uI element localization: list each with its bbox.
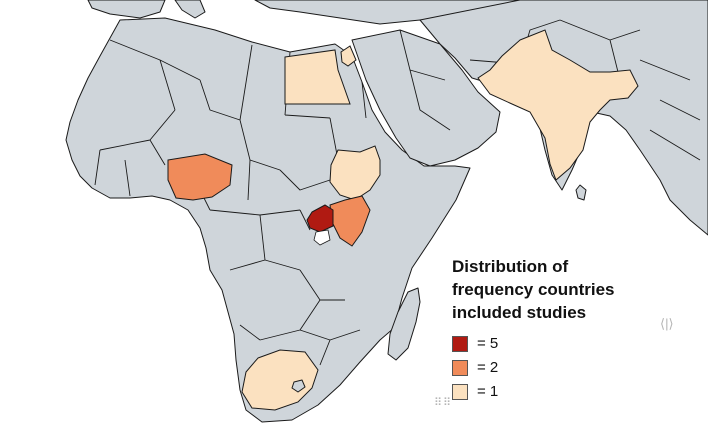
legend-item-2: = 2 [452,358,702,380]
resize-handle-icon[interactable]: ⟨|⟩ [660,316,674,331]
country-egypt [284,49,351,105]
country-lesotho [291,379,306,393]
legend-title-line-1: Distribution of [452,257,569,276]
country-india [477,29,639,181]
country-nigeria [167,153,233,201]
country-ethiopia [329,145,381,201]
legend-swatch-1 [452,384,468,400]
legend: Distribution of frequency countries incl… [452,255,702,404]
country-kenya [329,195,371,247]
legend-label-2: = 2 [477,359,499,376]
legend-title-line-3: included studies [452,303,587,322]
resize-grip-icon[interactable]: ⠿⠿ [434,397,453,409]
landmass-sri-lanka [575,184,587,201]
legend-swatch-5 [452,336,468,352]
country-borders [94,19,701,366]
landmass-italy-sicily [174,0,206,19]
country-south-africa [241,349,319,411]
landmass-europe-iberia [87,0,166,19]
legend-title-line-2: frequency countries [452,280,615,299]
legend-label-5: = 5 [477,335,499,352]
landmass-madagascar [387,287,421,361]
lake-victoria [313,229,331,246]
legend-swatch-2 [452,360,468,376]
legend-title: Distribution of frequency countries incl… [452,255,702,324]
legend-label-1: = 1 [477,383,499,400]
legend-item-1: = 1 [452,382,702,404]
country-israel [340,45,357,67]
country-uganda [306,204,334,233]
legend-item-5: = 5 [452,334,702,356]
landmass-arabia [351,29,501,167]
